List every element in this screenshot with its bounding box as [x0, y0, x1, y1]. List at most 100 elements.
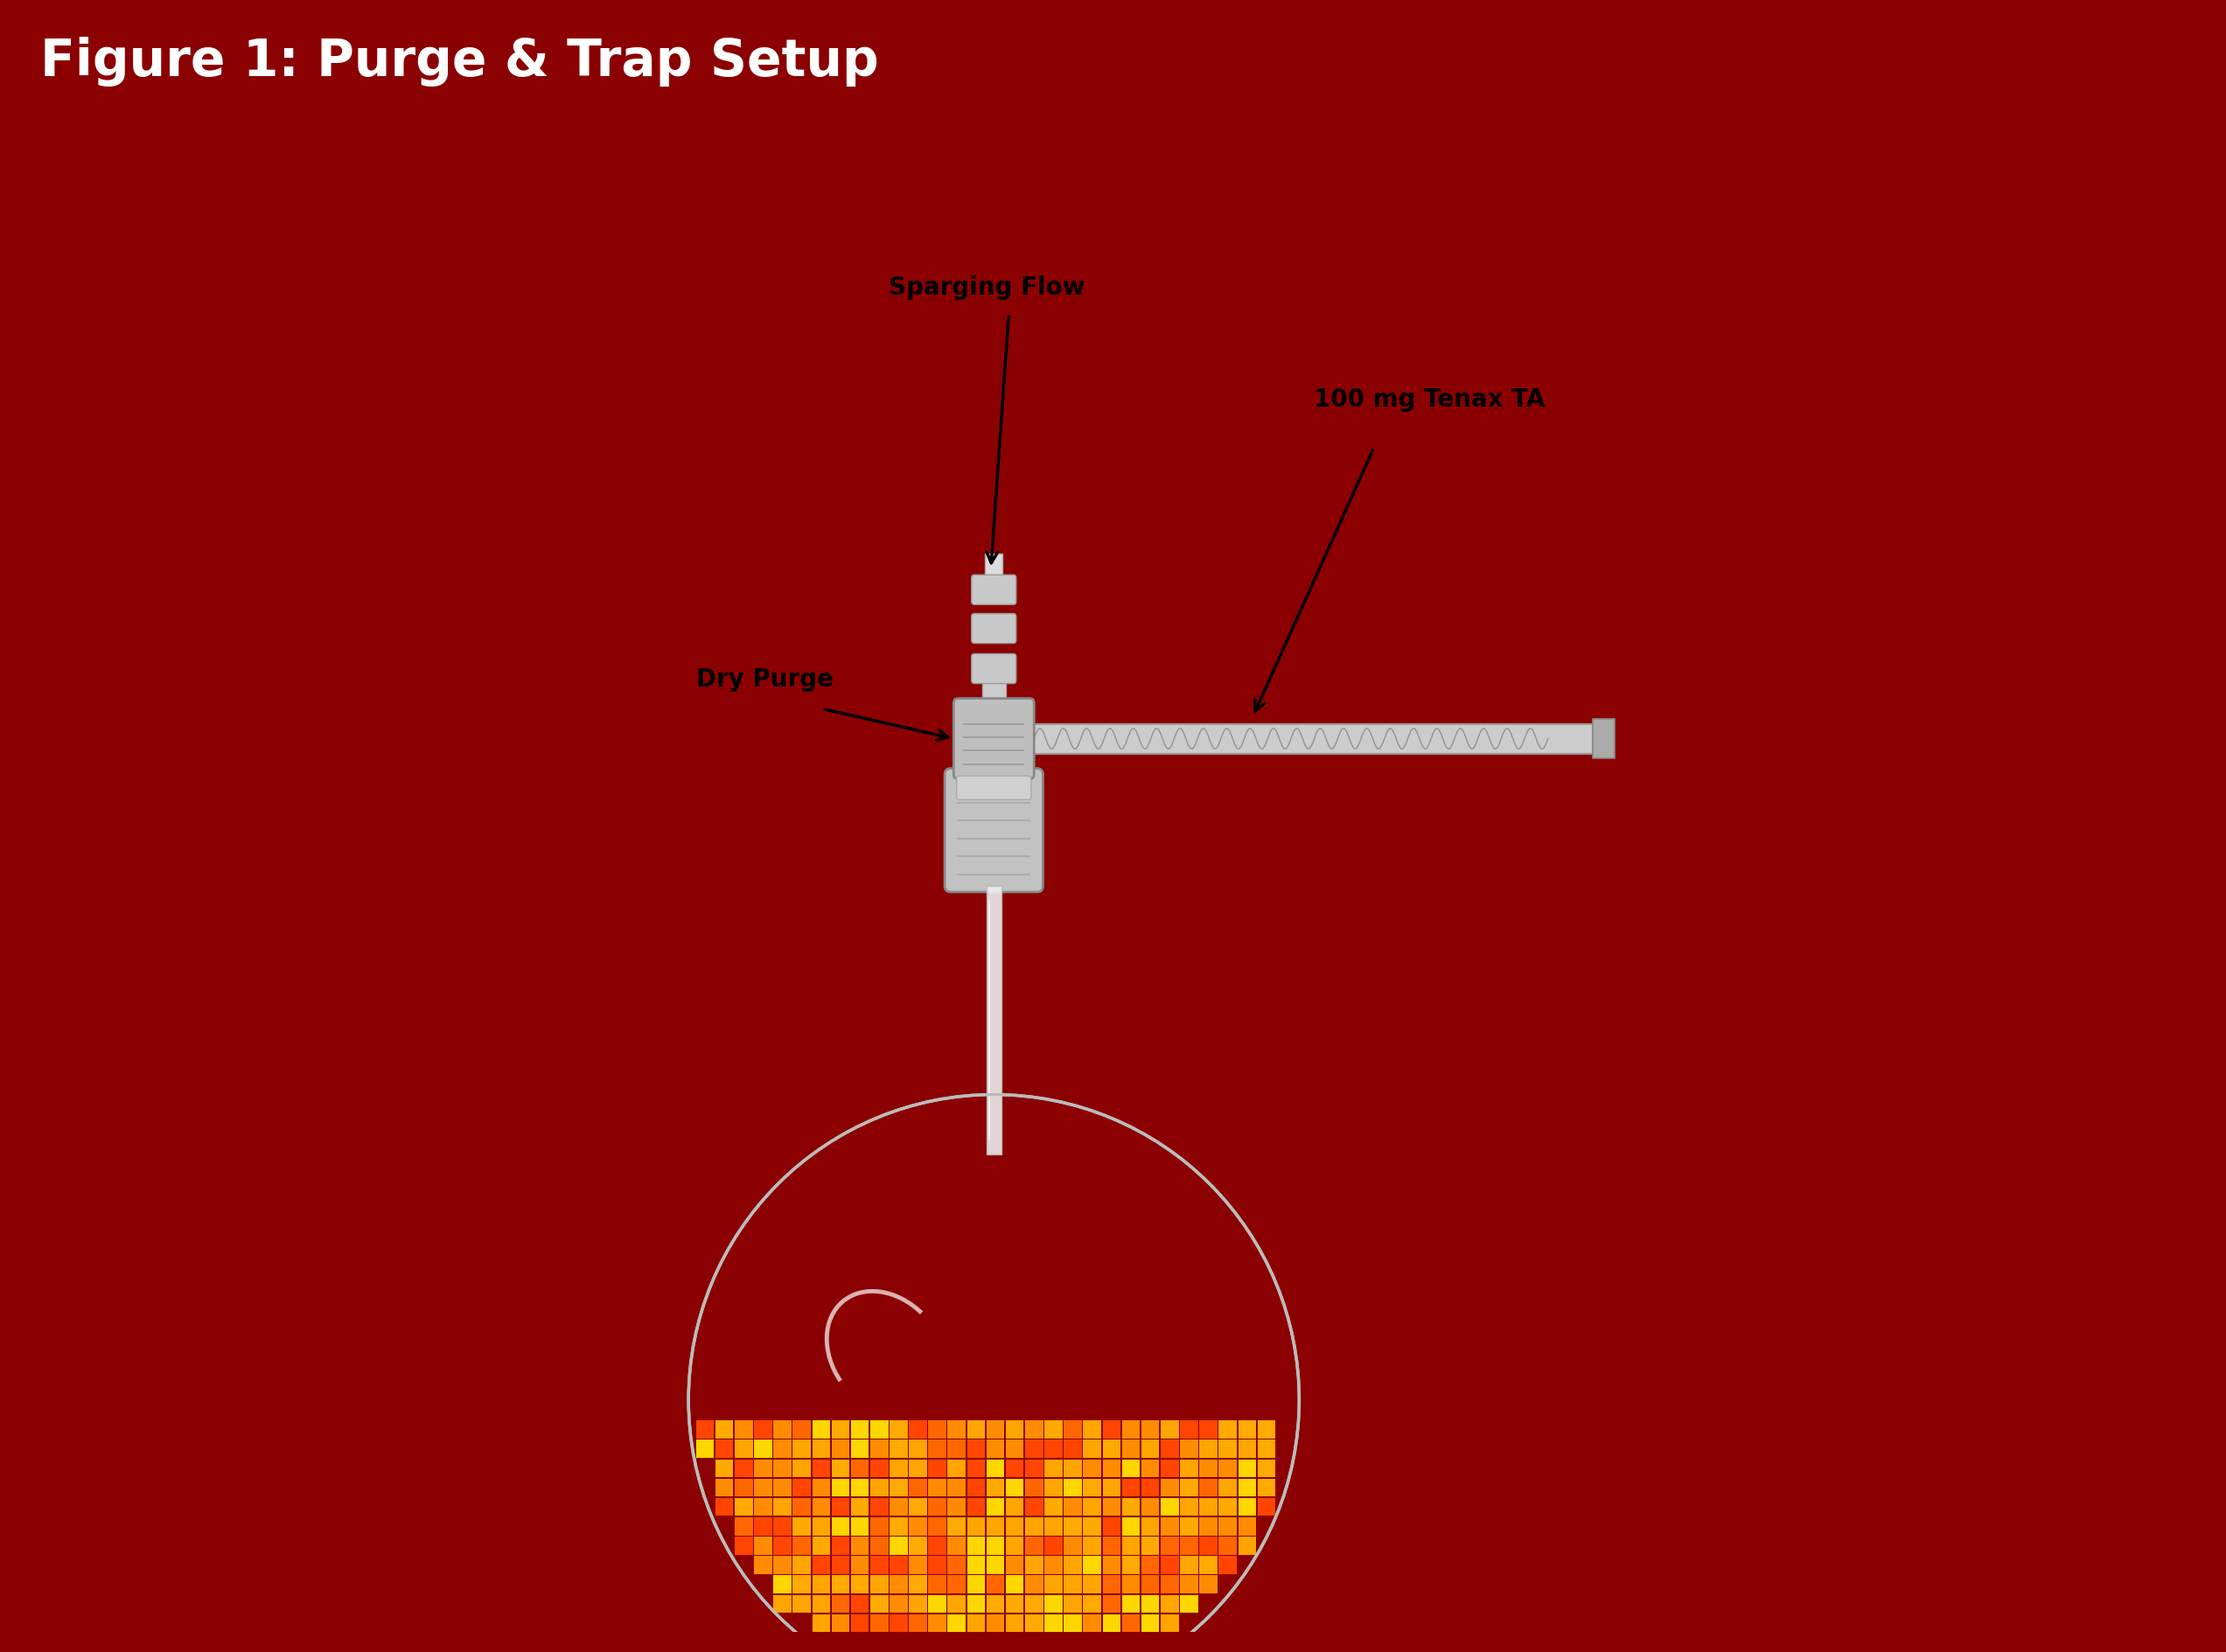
- Bar: [948, 1556, 966, 1574]
- Bar: [1084, 1479, 1102, 1497]
- Bar: [966, 1441, 986, 1459]
- Bar: [715, 1459, 732, 1477]
- Bar: [1180, 1576, 1198, 1594]
- Bar: [1064, 1576, 1082, 1594]
- Bar: [928, 1421, 946, 1439]
- Bar: [1258, 1479, 1275, 1497]
- Bar: [1220, 1556, 1238, 1574]
- Bar: [966, 1594, 986, 1612]
- Bar: [1084, 1498, 1102, 1517]
- Bar: [1200, 1498, 1218, 1517]
- Bar: [1084, 1441, 1102, 1459]
- Bar: [755, 1479, 772, 1497]
- Bar: [1044, 1441, 1062, 1459]
- Bar: [812, 1479, 830, 1497]
- FancyBboxPatch shape: [953, 699, 1035, 780]
- Bar: [1122, 1498, 1140, 1517]
- Bar: [812, 1518, 830, 1535]
- Bar: [1026, 1614, 1044, 1632]
- Bar: [1142, 1556, 1160, 1574]
- Bar: [1180, 1518, 1198, 1535]
- Bar: [966, 1614, 986, 1632]
- Bar: [792, 1594, 810, 1612]
- Bar: [1084, 1576, 1102, 1594]
- Bar: [1180, 1556, 1198, 1574]
- Bar: [1064, 1441, 1082, 1459]
- Bar: [1258, 1498, 1275, 1517]
- Bar: [1006, 1498, 1024, 1517]
- Bar: [1258, 1441, 1275, 1459]
- Bar: [772, 1459, 792, 1477]
- Bar: [1122, 1479, 1140, 1497]
- Bar: [1026, 1634, 1044, 1652]
- Bar: [908, 1498, 926, 1517]
- Bar: [1238, 1479, 1255, 1497]
- Bar: [1006, 1536, 1024, 1555]
- Bar: [1238, 1536, 1255, 1555]
- Bar: [1160, 1614, 1180, 1632]
- Bar: [850, 1634, 868, 1652]
- Bar: [812, 1614, 830, 1632]
- Bar: [928, 1498, 946, 1517]
- Bar: [1200, 1556, 1218, 1574]
- Bar: [1084, 1634, 1102, 1652]
- Bar: [772, 1421, 792, 1439]
- Bar: [928, 1556, 946, 1574]
- Bar: [1122, 1441, 1140, 1459]
- Bar: [1258, 1459, 1275, 1477]
- Bar: [870, 1441, 888, 1459]
- Bar: [890, 1498, 908, 1517]
- Bar: [890, 1614, 908, 1632]
- Bar: [850, 1576, 868, 1594]
- Bar: [792, 1479, 810, 1497]
- Bar: [1200, 1536, 1218, 1555]
- Bar: [1064, 1479, 1082, 1497]
- Bar: [1064, 1594, 1082, 1612]
- Bar: [986, 1421, 1004, 1439]
- Bar: [928, 1479, 946, 1497]
- Bar: [908, 1459, 926, 1477]
- Bar: [1006, 1459, 1024, 1477]
- Bar: [1238, 1518, 1255, 1535]
- Bar: [966, 1421, 986, 1439]
- Bar: [735, 1518, 752, 1535]
- Bar: [1084, 1459, 1102, 1477]
- Bar: [1238, 1498, 1255, 1517]
- Bar: [1044, 1459, 1062, 1477]
- Bar: [1142, 1518, 1160, 1535]
- Bar: [1142, 1459, 1160, 1477]
- Bar: [792, 1536, 810, 1555]
- Bar: [986, 1498, 1004, 1517]
- Bar: [948, 1459, 966, 1477]
- Bar: [833, 1634, 850, 1652]
- Bar: [735, 1536, 752, 1555]
- Bar: [1084, 1518, 1102, 1535]
- Bar: [792, 1556, 810, 1574]
- Bar: [928, 1634, 946, 1652]
- Bar: [870, 1421, 888, 1439]
- Bar: [1044, 1421, 1062, 1439]
- Bar: [772, 1576, 792, 1594]
- Bar: [908, 1479, 926, 1497]
- Bar: [928, 1536, 946, 1555]
- Bar: [908, 1634, 926, 1652]
- Bar: [735, 1421, 752, 1439]
- Bar: [890, 1594, 908, 1612]
- Bar: [833, 1594, 850, 1612]
- Bar: [870, 1536, 888, 1555]
- Bar: [1122, 1556, 1140, 1574]
- Bar: [870, 1614, 888, 1632]
- Bar: [928, 1614, 946, 1632]
- Bar: [1180, 1498, 1198, 1517]
- Bar: [833, 1479, 850, 1497]
- Bar: [870, 1634, 888, 1652]
- Bar: [948, 1479, 966, 1497]
- Bar: [870, 1518, 888, 1535]
- Bar: [908, 1594, 926, 1612]
- Bar: [697, 1441, 715, 1459]
- Bar: [715, 1421, 732, 1439]
- Bar: [1044, 1594, 1062, 1612]
- Bar: [1044, 1479, 1062, 1497]
- Bar: [1064, 1421, 1082, 1439]
- Bar: [870, 1459, 888, 1477]
